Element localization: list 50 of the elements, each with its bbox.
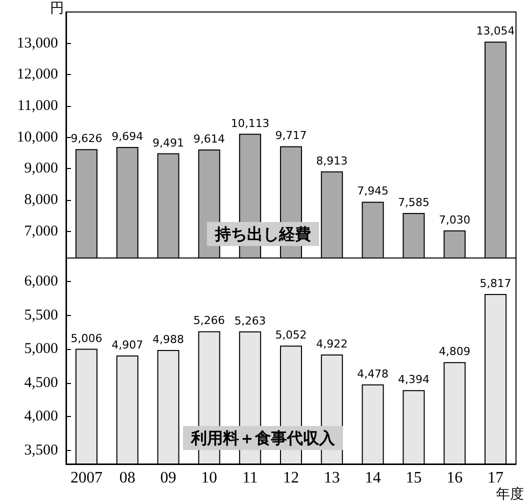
data-label: 9,491 <box>152 136 184 150</box>
data-label: 7,585 <box>398 196 430 210</box>
y-tick-label: 8,000 <box>24 192 58 208</box>
y-tick-label: 6,000 <box>24 274 58 290</box>
data-label: 9,717 <box>275 129 307 142</box>
data-label: 10,113 <box>230 116 270 130</box>
x-tick-label: 16 <box>446 470 463 486</box>
data-label: 8,913 <box>316 154 348 168</box>
y-tick-label: 11,000 <box>17 98 58 114</box>
x-tick-label: 13 <box>324 470 340 486</box>
y-tick-label: 10,000 <box>16 129 58 146</box>
data-label: 4,922 <box>316 337 348 350</box>
y-axis-title: 円 <box>50 2 64 16</box>
data-label: 5,817 <box>480 277 512 290</box>
data-label: 9,626 <box>70 132 102 146</box>
x-tick-label: 10 <box>201 470 218 486</box>
data-label: 5,052 <box>275 328 307 342</box>
y-tick-label: 4,500 <box>24 374 58 391</box>
data-label: 7,945 <box>357 184 389 198</box>
x-tick-label: 14 <box>364 470 381 486</box>
annotation: 利用料＋食事代収入 <box>190 428 336 448</box>
y-tick-label: 5,500 <box>24 307 58 324</box>
annotation: 持ち出し経費 <box>214 224 311 244</box>
x-tick-label: 15 <box>406 470 422 486</box>
data-label: 4,988 <box>152 332 184 346</box>
data-label: 4,907 <box>112 338 144 352</box>
x-tick-label: 08 <box>119 470 136 486</box>
y-tick-label: 7,000 <box>24 223 58 240</box>
data-label: 4,809 <box>438 345 470 358</box>
data-label: 9,694 <box>112 130 144 143</box>
data-label: 5,266 <box>193 314 225 328</box>
x-axis-title: 年度 <box>496 486 524 502</box>
y-tick-label: 5,000 <box>24 341 58 358</box>
y-tick-label: 13,000 <box>16 35 58 52</box>
data-label: 4,394 <box>398 373 430 386</box>
data-label: 5,263 <box>234 314 266 328</box>
x-tick-label: 09 <box>160 470 176 486</box>
y-tick-label: 9,000 <box>24 160 58 177</box>
x-tick-label: 2007 <box>70 470 102 486</box>
y-tick-label: 12,000 <box>16 66 58 83</box>
data-label: 4,478 <box>357 367 389 380</box>
data-label: 13,054 <box>476 24 515 38</box>
data-label: 9,614 <box>193 132 225 146</box>
data-label: 7,030 <box>438 213 470 226</box>
x-tick-label: 11 <box>242 470 258 486</box>
y-tick-label: 4,000 <box>24 408 58 425</box>
y-tick-label: 3,500 <box>24 442 58 458</box>
data-label: 5,006 <box>70 332 102 345</box>
x-tick-label: 12 <box>283 470 299 486</box>
x-tick-label: 17 <box>488 470 504 486</box>
